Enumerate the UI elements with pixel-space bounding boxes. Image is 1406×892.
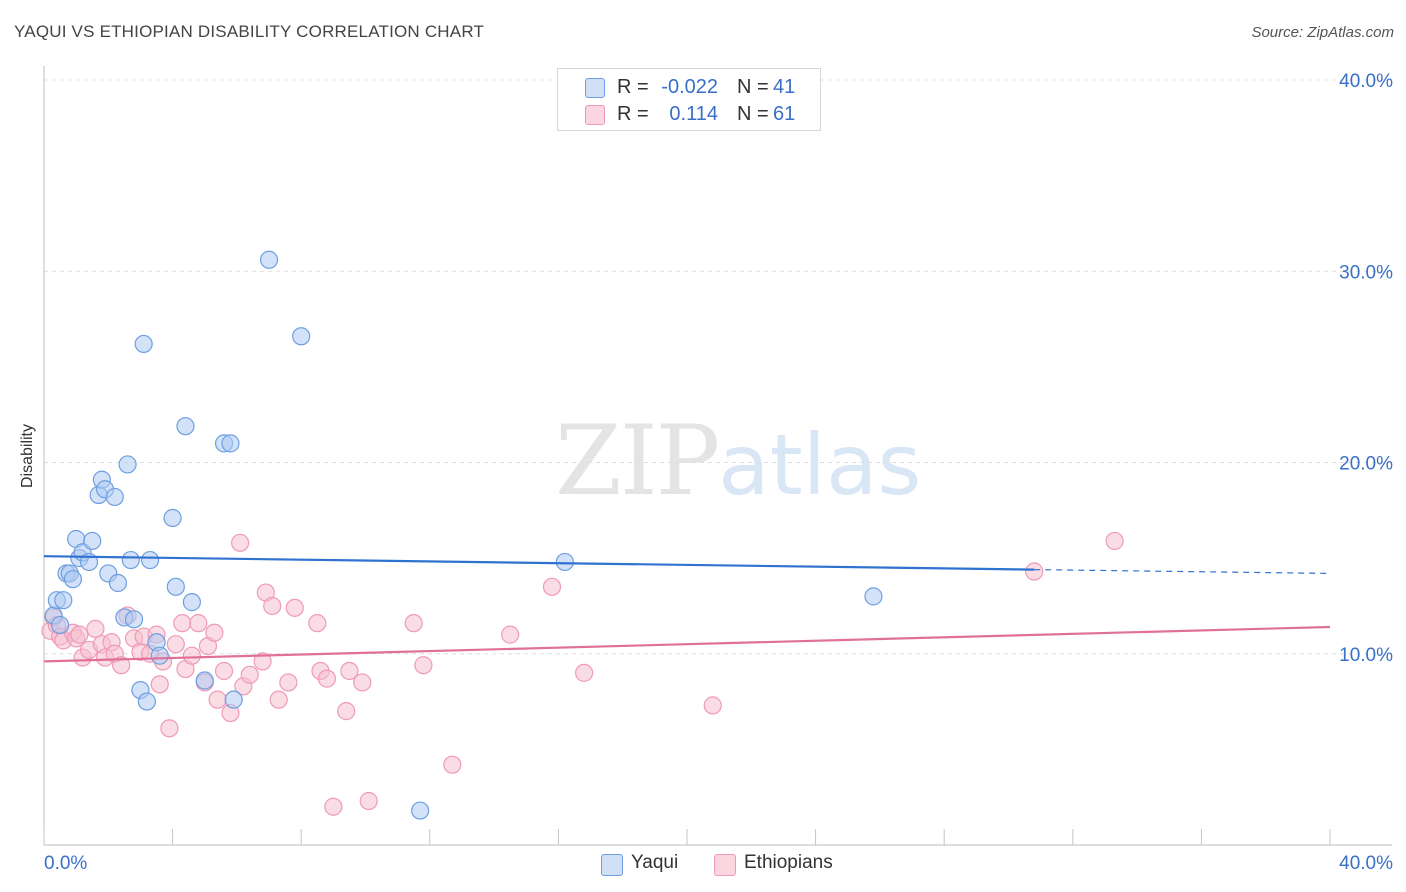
- legend-n-label: N =: [737, 103, 769, 125]
- data-point-ethiopians: [173, 614, 192, 633]
- data-point-yaqui: [163, 508, 182, 528]
- data-point-yaqui: [221, 434, 240, 453]
- data-point-yaqui: [137, 692, 156, 711]
- watermark-zip: ZIP: [555, 405, 720, 517]
- data-point-yaqui: [118, 455, 137, 474]
- data-point-ethiopians: [208, 690, 227, 709]
- data-point-ethiopians: [279, 673, 298, 692]
- data-point-yaqui: [224, 690, 243, 709]
- data-point-ethiopians: [317, 669, 337, 688]
- legend-swatch-ethiopians: [585, 105, 605, 125]
- watermark: ZIPatlas: [555, 405, 921, 517]
- data-point-ethiopians: [404, 614, 423, 633]
- data-point-yaqui: [105, 487, 124, 507]
- data-point-ethiopians: [240, 665, 259, 684]
- data-point-yaqui: [864, 587, 883, 606]
- data-point-yaqui: [63, 570, 83, 589]
- legend-r-value: 0.114: [669, 103, 718, 125]
- legend-label-ethiopians: Ethiopians: [744, 852, 833, 873]
- data-point-ethiopians: [414, 656, 433, 675]
- data-point-yaqui: [54, 591, 73, 610]
- data-point-ethiopians: [359, 791, 378, 811]
- y-axis-label: Disability: [19, 423, 36, 489]
- legend-swatch-yaqui: [585, 78, 605, 98]
- data-point-yaqui: [259, 250, 279, 269]
- data-point-ethiopians: [703, 696, 722, 715]
- y-tick-label: 10.0%: [1339, 645, 1393, 666]
- data-point-ethiopians: [337, 702, 356, 721]
- data-point-ethiopians: [285, 598, 304, 617]
- data-point-ethiopians: [501, 625, 520, 644]
- data-point-yaqui: [195, 671, 214, 690]
- data-point-ethiopians: [1105, 531, 1124, 551]
- data-point-ethiopians: [182, 646, 201, 665]
- data-point-yaqui: [108, 573, 128, 593]
- data-point-ethiopians: [160, 719, 179, 738]
- source-label: Source: ZipAtlas.com: [1251, 24, 1394, 41]
- data-point-ethiopians: [443, 755, 462, 774]
- data-point-ethiopians: [205, 623, 224, 642]
- y-tick-label: 20.0%: [1339, 454, 1393, 475]
- data-point-ethiopians: [231, 533, 250, 552]
- x-tick-label: 0.0%: [44, 853, 87, 874]
- data-point-ethiopians: [253, 652, 272, 671]
- data-point-ethiopians: [86, 619, 105, 638]
- data-point-ethiopians: [542, 577, 562, 596]
- data-point-ethiopians: [353, 673, 372, 692]
- data-point-yaqui: [176, 417, 195, 436]
- x-tick-label: 40.0%: [1339, 853, 1393, 874]
- legend-label-yaqui: Yaqui: [631, 852, 679, 873]
- series-legend: Yaqui Ethiopians: [0, 851, 1406, 879]
- legend-n-value: 41: [773, 76, 796, 98]
- legend-swatch-yaqui: [601, 854, 623, 876]
- data-point-yaqui: [134, 334, 153, 354]
- data-point-ethiopians: [214, 661, 234, 681]
- legend-r-value: -0.022: [661, 76, 718, 98]
- legend-row-yaqui: R = -0.022 N = 41: [558, 74, 820, 100]
- data-point-ethiopians: [166, 635, 185, 654]
- legend-row-ethiopians: R = 0.114 N = 61: [558, 101, 820, 127]
- stats-legend: R = -0.022 N = 41 R = 0.114 N = 61: [557, 68, 821, 131]
- data-point-ethiopians: [112, 656, 131, 675]
- data-point-yaqui: [150, 646, 169, 665]
- data-point-ethiopians: [150, 675, 169, 694]
- legend-r-label: R =: [617, 103, 649, 125]
- data-point-ethiopians: [324, 797, 343, 816]
- data-point-yaqui: [292, 327, 311, 346]
- data-point-ethiopians: [189, 614, 208, 633]
- legend-n-label: N =: [737, 76, 769, 98]
- legend-r-label: R =: [617, 76, 649, 98]
- trend-line-extension-yaqui: [1034, 569, 1331, 575]
- data-point-yaqui: [124, 610, 144, 629]
- watermark-atlas: atlas: [718, 416, 922, 514]
- data-point-ethiopians: [308, 614, 327, 633]
- data-point-yaqui: [140, 550, 160, 570]
- y-tick-label: 40.0%: [1339, 71, 1393, 92]
- y-tick-label: 30.0%: [1339, 262, 1393, 283]
- legend-swatch-ethiopians: [714, 854, 736, 876]
- data-point-ethiopians: [340, 661, 359, 681]
- data-point-yaqui: [83, 531, 102, 551]
- data-point-ethiopians: [269, 690, 288, 709]
- legend-n-value: 61: [773, 103, 796, 125]
- data-point-ethiopians: [1025, 562, 1044, 581]
- trend-line-ethiopians: [43, 625, 1331, 663]
- chart-title: YAQUI VS ETHIOPIAN DISABILITY CORRELATIO…: [14, 22, 485, 41]
- data-point-ethiopians: [263, 596, 282, 616]
- data-point-ethiopians: [70, 625, 89, 644]
- data-point-yaqui: [50, 615, 70, 635]
- data-point-yaqui: [411, 801, 430, 820]
- data-point-yaqui: [121, 550, 140, 570]
- trend-line-yaqui: [43, 555, 1035, 571]
- data-point-yaqui: [182, 593, 201, 612]
- data-point-yaqui: [555, 552, 574, 572]
- data-point-ethiopians: [575, 663, 594, 682]
- data-point-yaqui: [166, 577, 185, 596]
